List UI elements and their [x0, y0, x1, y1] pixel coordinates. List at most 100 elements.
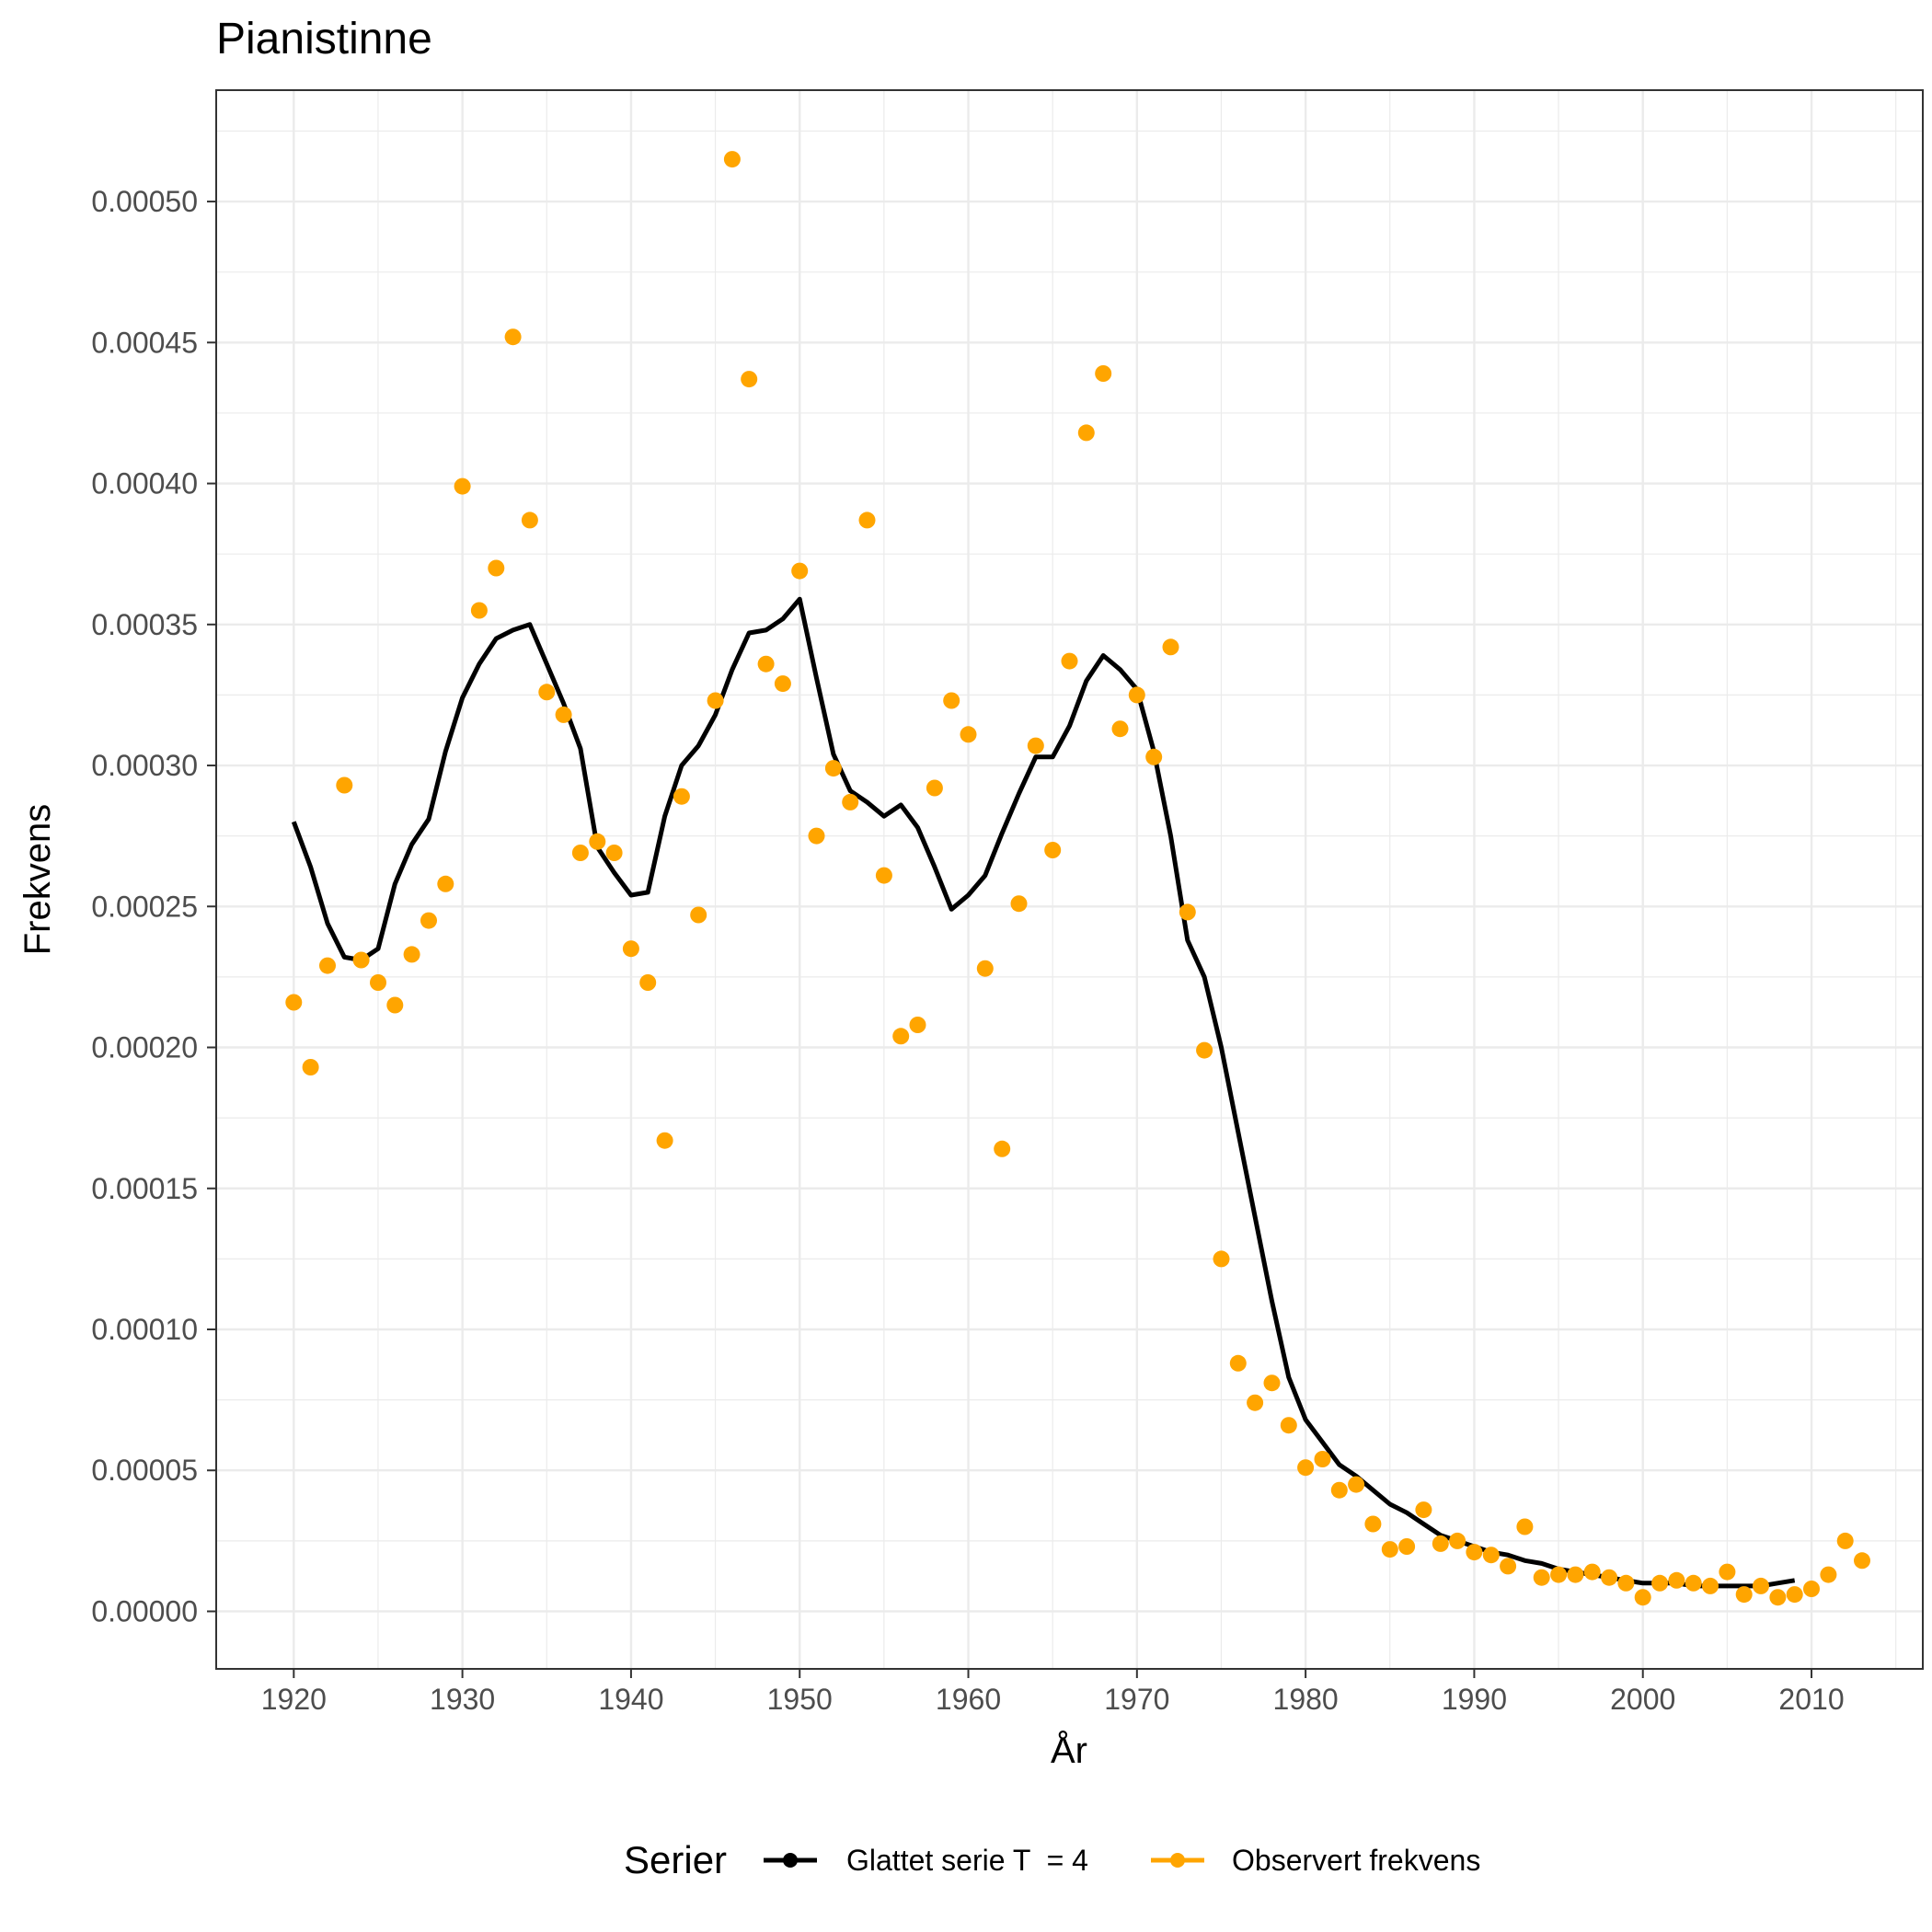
observed-point: [1449, 1532, 1466, 1549]
observed-point: [488, 559, 505, 577]
observed-point: [1533, 1569, 1550, 1586]
observed-point: [1567, 1566, 1584, 1583]
chart-title: Pianistinne: [216, 15, 432, 63]
legend-title: Serier: [624, 1838, 727, 1881]
observed-point: [1753, 1577, 1769, 1594]
observed-point: [1128, 686, 1145, 704]
observed-point: [571, 845, 589, 861]
y-tick-label: 0.00025: [91, 890, 198, 923]
observed-point: [1668, 1571, 1685, 1589]
observed-point: [319, 957, 336, 974]
observed-point: [943, 692, 960, 709]
observed-point: [1196, 1041, 1213, 1059]
observed-point: [976, 960, 994, 977]
observed-point: [741, 371, 758, 388]
observed-point: [1179, 903, 1196, 921]
grid: [216, 90, 1923, 1669]
observed-point: [1111, 720, 1129, 738]
observed-point: [1820, 1566, 1837, 1583]
observed-point: [1330, 1481, 1348, 1499]
observed-point: [1482, 1547, 1500, 1564]
observed-point: [521, 512, 538, 529]
observed-point: [1297, 1459, 1315, 1477]
x-tick-label: 1980: [1273, 1683, 1339, 1716]
x-tick-label: 1960: [936, 1683, 1001, 1716]
observed-point: [774, 675, 791, 693]
observed-point: [1044, 842, 1062, 858]
y-axis-title: Frekvens: [17, 804, 58, 956]
y-tick-label: 0.00030: [91, 749, 198, 782]
x-tick-label: 1940: [598, 1683, 663, 1716]
observed-point: [1314, 1451, 1331, 1467]
observed-point: [1398, 1538, 1416, 1555]
observed-point: [1247, 1394, 1264, 1411]
observed-point: [1010, 895, 1028, 913]
observed-point: [1162, 638, 1179, 656]
observed-point: [1702, 1577, 1719, 1594]
observed-point: [791, 562, 809, 580]
observed-point: [1263, 1374, 1281, 1392]
y-tick-label: 0.00020: [91, 1031, 198, 1064]
y-tick-label: 0.00000: [91, 1594, 198, 1627]
observed-point: [589, 833, 606, 850]
observed-point: [504, 328, 522, 346]
observed-point: [892, 1028, 910, 1045]
observed-point: [639, 974, 657, 991]
x-tick-label: 1920: [261, 1683, 327, 1716]
plot-border: [215, 89, 1924, 1670]
x-axis-title: År: [1051, 1730, 1087, 1771]
observed-point: [1634, 1589, 1651, 1606]
x-tick-label: 1990: [1442, 1683, 1507, 1716]
legend-key-point-smoothed: [783, 1853, 798, 1868]
observed-point: [1364, 1515, 1382, 1533]
observed-point: [1280, 1417, 1297, 1434]
observed-point: [1500, 1558, 1517, 1575]
observed-point: [470, 602, 488, 619]
observed-point: [926, 779, 943, 797]
y-tick-label: 0.00040: [91, 467, 198, 500]
observed-point: [1786, 1586, 1803, 1604]
y-tick-label: 0.00005: [91, 1454, 198, 1487]
observed-point: [875, 867, 892, 884]
observed-point: [370, 974, 386, 991]
smoothed-series: [291, 596, 1796, 1589]
legend-label-smoothed: Glattet serie T = 4: [846, 1844, 1088, 1877]
observed-point: [960, 726, 977, 743]
observed-point: [824, 760, 842, 777]
observed-point: [1229, 1354, 1247, 1372]
observed-point: [656, 1132, 673, 1149]
observed-point: [1735, 1586, 1753, 1604]
observed-point: [707, 692, 724, 709]
observed-point: [1077, 424, 1095, 442]
observed-point: [1685, 1574, 1702, 1592]
observed-point: [555, 706, 572, 723]
observed-point: [420, 912, 437, 929]
y-tick-label: 0.00035: [91, 608, 198, 641]
observed-point: [1466, 1544, 1483, 1561]
plot-area: [216, 90, 1923, 1669]
observed-point: [1803, 1581, 1820, 1597]
observed-point: [302, 1059, 319, 1075]
observed-point: [454, 477, 471, 495]
x-tick-label: 2000: [1610, 1683, 1675, 1716]
observed-point: [1027, 737, 1044, 754]
legend-key-point-observed: [1170, 1853, 1185, 1868]
observed-point: [1836, 1532, 1854, 1549]
y-tick-label: 0.00015: [91, 1172, 198, 1205]
observed-point: [1719, 1563, 1736, 1581]
observed-point: [1854, 1552, 1870, 1570]
observed-point: [994, 1140, 1011, 1157]
smoothed-line: [291, 596, 1796, 1589]
legend: Serier Glattet serie T = 4 Observert fre…: [624, 1838, 1480, 1881]
observed-point: [336, 776, 353, 794]
observed-point: [285, 994, 303, 1011]
observed-point: [1415, 1501, 1432, 1519]
observed-point: [1061, 652, 1078, 670]
observed-point: [605, 845, 623, 861]
observed-point: [1516, 1518, 1534, 1535]
observed-point: [757, 655, 775, 673]
x-tick-label: 2010: [1778, 1683, 1844, 1716]
observed-series: [285, 151, 1870, 1606]
observed-point: [1769, 1589, 1787, 1606]
